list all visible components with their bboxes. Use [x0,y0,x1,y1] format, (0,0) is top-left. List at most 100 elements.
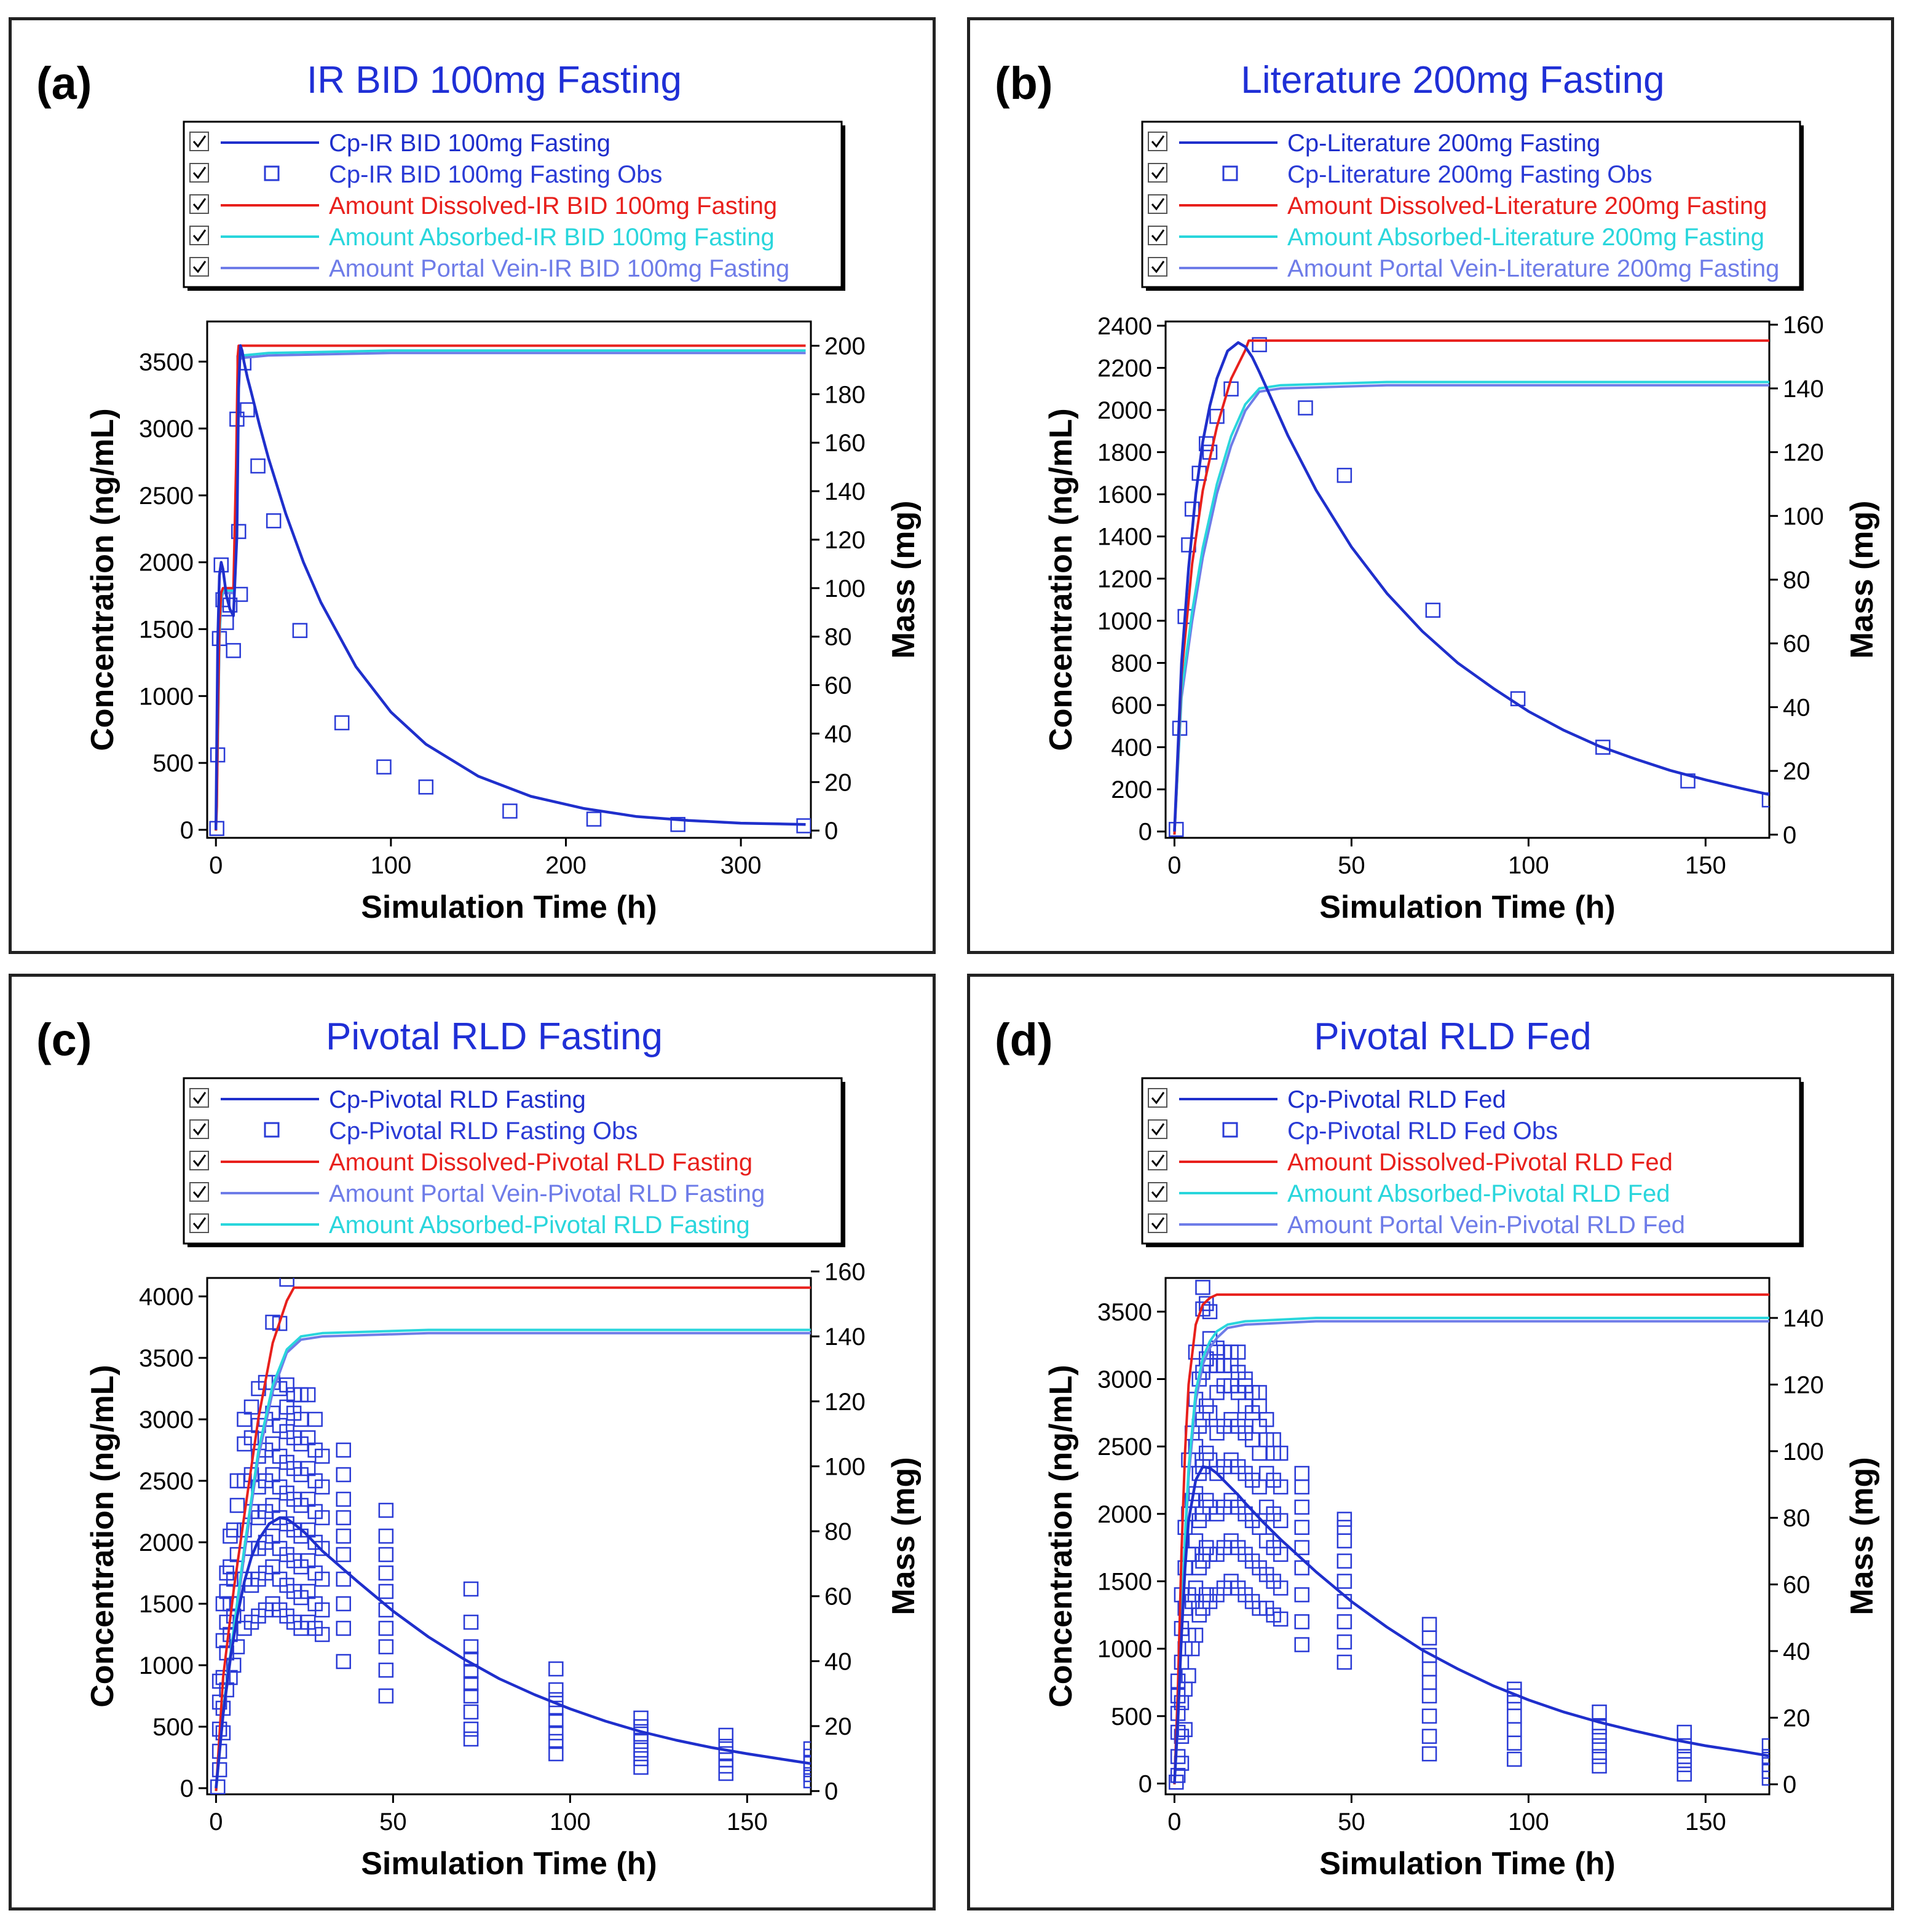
legend-checkbox[interactable] [189,1119,209,1139]
legend-checkbox[interactable] [1148,1182,1167,1202]
obs-point [1298,400,1313,416]
obs-point [548,1713,564,1729]
y-tick-label: 800 [1111,650,1152,677]
legend-checkbox[interactable] [189,163,209,183]
obs-point [1337,1520,1352,1535]
obs-point [314,1479,330,1495]
obs-point [226,643,241,658]
legend-checkbox[interactable] [189,257,209,277]
check-icon [1151,1123,1165,1136]
obs-point [1273,1445,1289,1461]
legend-checkbox[interactable] [189,1088,209,1108]
legend-checkbox[interactable] [1148,1151,1167,1170]
legend-checkbox[interactable] [189,1213,209,1233]
check-icon [1151,198,1165,211]
obs-point [1425,602,1441,618]
obs-point [1421,1708,1437,1724]
legend-checkbox[interactable] [189,132,209,151]
legend-item-obs[interactable]: Cp-Pivotal RLD Fed Obs [1148,1118,1558,1145]
check-icon [192,261,207,274]
x-tick-label: 0 [1167,852,1181,879]
legend-checkbox[interactable] [189,1151,209,1170]
obs-point [1337,1614,1352,1630]
obs-point [1198,1296,1214,1311]
series-obs [210,1278,811,1794]
legend-checkbox[interactable] [189,194,209,214]
legend-item-dissolved[interactable]: Amount Dissolved-Pivotal RLD Fasting [189,1149,752,1176]
obs-point [1294,1465,1309,1481]
obs-point [378,1547,394,1563]
legend: Cp-Pivotal RLD Fasting Cp-Pivotal RLD Fas… [183,1077,845,1247]
legend-item-cp[interactable]: Cp-IR BID 100mg Fasting [189,130,610,157]
x-tick-label: 150 [727,1808,768,1835]
obs-point [237,1411,252,1427]
y-tick-label: 1000 [139,683,194,710]
obs-point [1592,1749,1607,1764]
legend-item-obs[interactable]: Cp-Pivotal RLD Fasting Obs [189,1118,638,1145]
legend-checkbox[interactable] [189,1182,209,1202]
obs-point [1761,1757,1769,1772]
obs-point [314,1602,330,1618]
legend-checkbox[interactable] [1148,1213,1167,1233]
series-cp-line [214,344,806,830]
obs-point [376,759,392,775]
obs-point [314,1571,330,1587]
obs-point [231,524,247,539]
legend-label: Cp-IR BID 100mg Fasting [329,130,610,157]
legend-item-absorbed[interactable]: Amount Absorbed-IR BID 100mg Fasting [189,224,775,251]
legend-item-absorbed[interactable]: Amount Absorbed-Pivotal RLD Fasting [189,1212,750,1239]
legend-item-absorbed[interactable]: Amount Absorbed-Literature 200mg Fasting [1148,224,1764,251]
y2-tick-label: 80 [1783,567,1810,594]
legend-item-absorbed[interactable]: Amount Absorbed-Pivotal RLD Fed [1148,1180,1670,1207]
legend-swatch-square-icon [1222,165,1238,181]
legend-item-portal[interactable]: Amount Portal Vein-IR BID 100mg Fasting [189,255,789,282]
y-tick-label: 2000 [139,1529,194,1556]
obs-point [1252,1445,1267,1461]
legend-label: Amount Portal Vein-Pivotal RLD Fasting [329,1180,765,1207]
legend-item-cp[interactable]: Cp-Pivotal RLD Fed [1148,1086,1506,1113]
chart-svg-a: (a) IR BID 100mg Fasting Cp-IR BID 100mg F… [36,58,922,925]
legend-checkbox[interactable] [1148,194,1167,214]
check-icon [192,1123,207,1136]
chart-panel-b: (b) Literature 200mg Fasting Cp-Literature… [967,17,1894,954]
obs-point [1273,1580,1289,1596]
obs-point [1676,1766,1692,1782]
series-absorbed-line [1173,380,1769,835]
obs-point [1337,1634,1352,1650]
y-tick-label: 0 [1139,819,1152,846]
legend-checkbox[interactable] [189,226,209,245]
y-axis-label: Concentration (ng/mL) [85,408,120,751]
y-tick-label: 0 [180,1775,194,1802]
legend-checkbox[interactable] [1148,226,1167,245]
legend-item-dissolved[interactable]: Amount Dissolved-IR BID 100mg Fasting [189,192,777,219]
y2-tick-label: 20 [1783,1705,1810,1732]
legend-item-portal[interactable]: Amount Portal Vein-Literature 200mg Fast… [1148,255,1779,282]
legend-label: Amount Absorbed-IR BID 100mg Fasting [329,224,775,251]
legend-checkbox[interactable] [1148,1088,1167,1108]
obs-point [1421,1647,1437,1663]
legend-checkbox[interactable] [1148,163,1167,183]
y-tick-label: 1800 [1097,440,1152,467]
obs-point [1294,1587,1309,1603]
legend-checkbox[interactable] [1148,257,1167,277]
legend-item-obs[interactable]: Cp-IR BID 100mg Fasting Obs [189,161,662,188]
legend-item-cp[interactable]: Cp-Pivotal RLD Fasting [189,1086,586,1113]
legend-checkbox[interactable] [1148,1119,1167,1139]
legend-item-obs[interactable]: Cp-Literature 200mg Fasting Obs [1148,161,1652,188]
series-cp-line [215,1516,811,1789]
legend-item-portal[interactable]: Amount Portal Vein-Pivotal RLD Fasting [189,1180,765,1207]
legend-item-portal[interactable]: Amount Portal Vein-Pivotal RLD Fed [1148,1212,1685,1239]
legend-item-dissolved[interactable]: Amount Dissolved-Pivotal RLD Fed [1148,1149,1673,1176]
legend-checkbox[interactable] [1148,132,1167,151]
obs-point [266,513,282,529]
y-tick-label: 1000 [139,1652,194,1679]
legend-item-dissolved[interactable]: Amount Dissolved-Literature 200mg Fastin… [1148,192,1767,219]
obs-point [378,1688,394,1704]
legend-item-cp[interactable]: Cp-Literature 200mg Fasting [1148,130,1600,157]
obs-point [1421,1674,1437,1690]
y2-tick-label: 140 [824,478,866,505]
obs-point [1507,1751,1522,1767]
y2-tick-label: 100 [824,1453,866,1480]
obs-point [378,1620,394,1636]
y-tick-label: 1500 [139,1591,194,1618]
